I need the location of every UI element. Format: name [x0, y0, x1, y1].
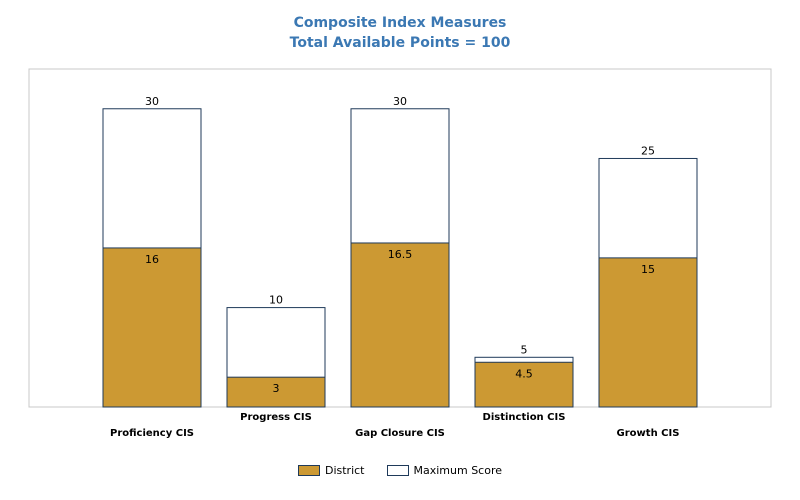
legend-label-maximum-score: Maximum Score	[413, 464, 503, 477]
label-district-proficiency-cis: 16	[145, 253, 159, 266]
category-label-proficiency-cis: Proficiency CIS	[110, 428, 194, 439]
category-label-distinction-cis: Distinction CIS	[483, 412, 566, 423]
legend-item-maximum-score: Maximum Score	[386, 464, 503, 477]
chart-subtitle: Total Available Points = 100	[289, 35, 511, 51]
legend-item-district: District	[297, 464, 365, 477]
label-max-distinction-cis: 5	[521, 343, 528, 356]
label-district-progress-cis: 3	[273, 382, 280, 395]
legend-label-district: District	[324, 464, 365, 477]
label-district-gap-closure-cis: 16.5	[388, 248, 413, 261]
category-label-growth-cis: Growth CIS	[617, 428, 680, 439]
bar-district-gap-closure-cis	[350, 242, 450, 408]
bar-district-growth-cis	[598, 257, 698, 408]
label-max-gap-closure-cis: 30	[393, 95, 407, 108]
category-label-progress-cis: Progress CIS	[240, 412, 312, 423]
label-max-progress-cis: 10	[269, 294, 283, 307]
label-district-growth-cis: 15	[641, 263, 655, 276]
chart-title: Composite Index Measures	[293, 15, 507, 31]
label-district-distinction-cis: 4.5	[515, 367, 533, 380]
label-max-proficiency-cis: 30	[145, 95, 159, 108]
legend: District Maximum Score	[0, 464, 800, 477]
bar-district-distinction-cis	[474, 361, 574, 408]
bar-district-proficiency-cis	[102, 247, 202, 408]
category-label-gap-closure-cis: Gap Closure CIS	[355, 428, 445, 439]
bar-district-progress-cis	[226, 376, 326, 408]
legend-swatch-district	[297, 465, 320, 476]
legend-swatch-maximum-score	[386, 465, 409, 476]
label-max-growth-cis: 25	[641, 144, 655, 157]
